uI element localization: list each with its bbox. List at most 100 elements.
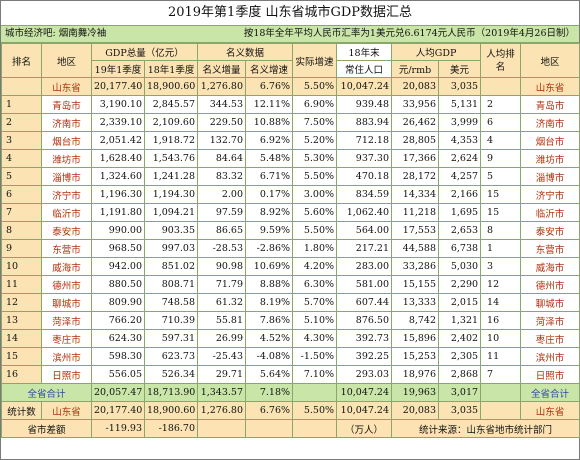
- header-per-capita: 人均GDP: [391, 43, 482, 61]
- stat-region2: 山东省: [520, 401, 580, 420]
- rank-cell: 9: [1, 239, 42, 258]
- rank-cell: 8: [1, 221, 42, 240]
- gdp18-cell: 903.35: [143, 221, 199, 240]
- header-real-rate: 实际增速: [292, 43, 338, 78]
- usd-cell: 1,321: [438, 311, 482, 330]
- city-name2: 淄博市: [520, 167, 580, 186]
- city-name2: 德州市: [520, 275, 580, 294]
- rate-cell: 9.59%: [245, 221, 294, 240]
- rank-cell: 6: [1, 185, 42, 204]
- total-usd: 3,017: [438, 383, 482, 402]
- real-cell: 5.10%: [292, 311, 338, 330]
- city-name2: 潍坊市: [520, 149, 580, 168]
- gdp19-cell: 766.20: [91, 311, 145, 330]
- per-rank-cell: 6: [480, 113, 522, 132]
- city-name2: 泰安市: [520, 221, 580, 240]
- total-row: 全省合计 20,057.47 18,713.90 1,343.57 7.18% …: [1, 383, 580, 402]
- city-name: 济南市: [41, 113, 92, 132]
- city-name2: 菏泽市: [520, 311, 580, 330]
- gdp19-cell: 809.90: [91, 293, 145, 312]
- yuan-cell: 15,253: [391, 347, 440, 366]
- inc-cell: 55.81: [197, 311, 247, 330]
- province-yuan: 20,083: [391, 77, 440, 96]
- rank-cell: 7: [1, 203, 42, 222]
- yuan-cell: 15,896: [391, 329, 440, 348]
- header-usd: 美元: [438, 60, 482, 78]
- per-rank-cell: 3: [480, 257, 522, 276]
- info-left: 城市经济吧: 烟南舞冷袖: [5, 28, 107, 39]
- real-cell: 5.50%: [292, 167, 338, 186]
- header-nominal-inc: 名义增量: [197, 60, 247, 78]
- usd-cell: 4,257: [438, 167, 482, 186]
- diff-gdp18: -186.70: [143, 419, 199, 438]
- table-row: 9 东营市 968.50 997.03 -28.53 -2.86% 1.80% 217.21 4…: [1, 239, 580, 258]
- stat-pop: 10,047.24: [336, 401, 393, 420]
- pop-cell: 1,062.40: [336, 203, 393, 222]
- header-pop-sub: 常住人口: [336, 60, 393, 78]
- pop-cell: 293.03: [336, 365, 393, 384]
- inc-cell: 26.99: [197, 329, 247, 348]
- stat-yuan: 20,083: [391, 401, 440, 420]
- usd-cell: 6,738: [438, 239, 482, 258]
- city-name2: 威海市: [520, 257, 580, 276]
- inc-cell: 2.00: [197, 185, 247, 204]
- header-nominal-rate: 名义增速: [245, 60, 294, 78]
- rate-cell: 8.88%: [245, 275, 294, 294]
- header-row-1: 排名 地区 GDP总量（亿元） 名义数据 实际增速 18年末 人均GDP 人均排…: [1, 43, 580, 78]
- province-gdp18: 18,900.60: [143, 77, 199, 96]
- real-cell: 5.30%: [292, 149, 338, 168]
- per-rank-cell: 4: [480, 131, 522, 150]
- pop-cell: 607.44: [336, 293, 393, 312]
- table-row: 4 潍坊市 1,628.40 1,543.76 84.64 5.48% 5.30% 937.3…: [1, 149, 580, 168]
- gdp19-cell: 598.30: [91, 347, 145, 366]
- table-row: 3 烟台市 2,051.42 1,918.72 132.70 6.92% 5.20% 712.…: [1, 131, 580, 150]
- city-name: 泰安市: [41, 221, 92, 240]
- per-rank-cell: 14: [480, 293, 522, 312]
- city-name2: 枣庄市: [520, 329, 580, 348]
- gdp18-cell: 808.71: [143, 275, 199, 294]
- table-row: 10 威海市 942.00 851.02 90.98 10.69% 4.20% 283.00 3…: [1, 257, 580, 276]
- rank-cell: 10: [1, 257, 42, 276]
- pop-cell: 470.18: [336, 167, 393, 186]
- real-cell: 1.80%: [292, 239, 338, 258]
- yuan-cell: 15,155: [391, 275, 440, 294]
- city-name: 日照市: [41, 365, 92, 384]
- rank-cell: 13: [1, 311, 42, 330]
- inc-cell: 71.79: [197, 275, 247, 294]
- inc-cell: 132.70: [197, 131, 247, 150]
- gdp18-cell: 748.58: [143, 293, 199, 312]
- rate-cell: 10.69%: [245, 257, 294, 276]
- real-cell: 5.50%: [292, 221, 338, 240]
- gdp18-cell: 1,543.76: [143, 149, 199, 168]
- header-rank: 排名: [1, 43, 42, 78]
- real-cell: 6.30%: [292, 275, 338, 294]
- rate-cell: 5.64%: [245, 365, 294, 384]
- header-region2: 地区: [520, 43, 580, 78]
- header-region: 地区: [41, 43, 92, 78]
- rank-cell: 15: [1, 347, 42, 366]
- yuan-cell: 26,462: [391, 113, 440, 132]
- inc-cell: 86.65: [197, 221, 247, 240]
- table-row: 12 聊城市 809.90 748.58 61.32 8.19% 5.70% 607.44 13…: [1, 293, 580, 312]
- gdp19-cell: 942.00: [91, 257, 145, 276]
- city-name2: 济南市: [520, 113, 580, 132]
- rate-cell: 12.11%: [245, 95, 294, 114]
- gdp18-cell: 1,194.30: [143, 185, 199, 204]
- city-name: 菏泽市: [41, 311, 92, 330]
- inc-cell: 90.98: [197, 257, 247, 276]
- inc-cell: 83.32: [197, 167, 247, 186]
- gdp19-cell: 1,324.60: [91, 167, 145, 186]
- yuan-cell: 8,742: [391, 311, 440, 330]
- rank-cell: 3: [1, 131, 42, 150]
- table-row: 16 日照市 556.05 526.34 29.71 5.64% 7.10% 293.03 18…: [1, 365, 580, 384]
- pop-cell: 876.50: [336, 311, 393, 330]
- table-row: 8 泰安市 990.00 903.35 86.65 9.59% 5.50% 564.00 17,…: [1, 221, 580, 240]
- city-name2: 烟台市: [520, 131, 580, 150]
- pop-cell: 834.59: [336, 185, 393, 204]
- table-row: 5 淄博市 1,324.60 1,241.28 83.32 6.71% 5.50% 470.1…: [1, 167, 580, 186]
- gdp19-cell: 880.50: [91, 275, 145, 294]
- total-real: [292, 383, 338, 402]
- stat-gdp19: 20,177.40: [91, 401, 145, 420]
- table-row: 15 滨州市 598.30 623.73 -25.43 -4.08% -1.50% 392.2…: [1, 347, 580, 366]
